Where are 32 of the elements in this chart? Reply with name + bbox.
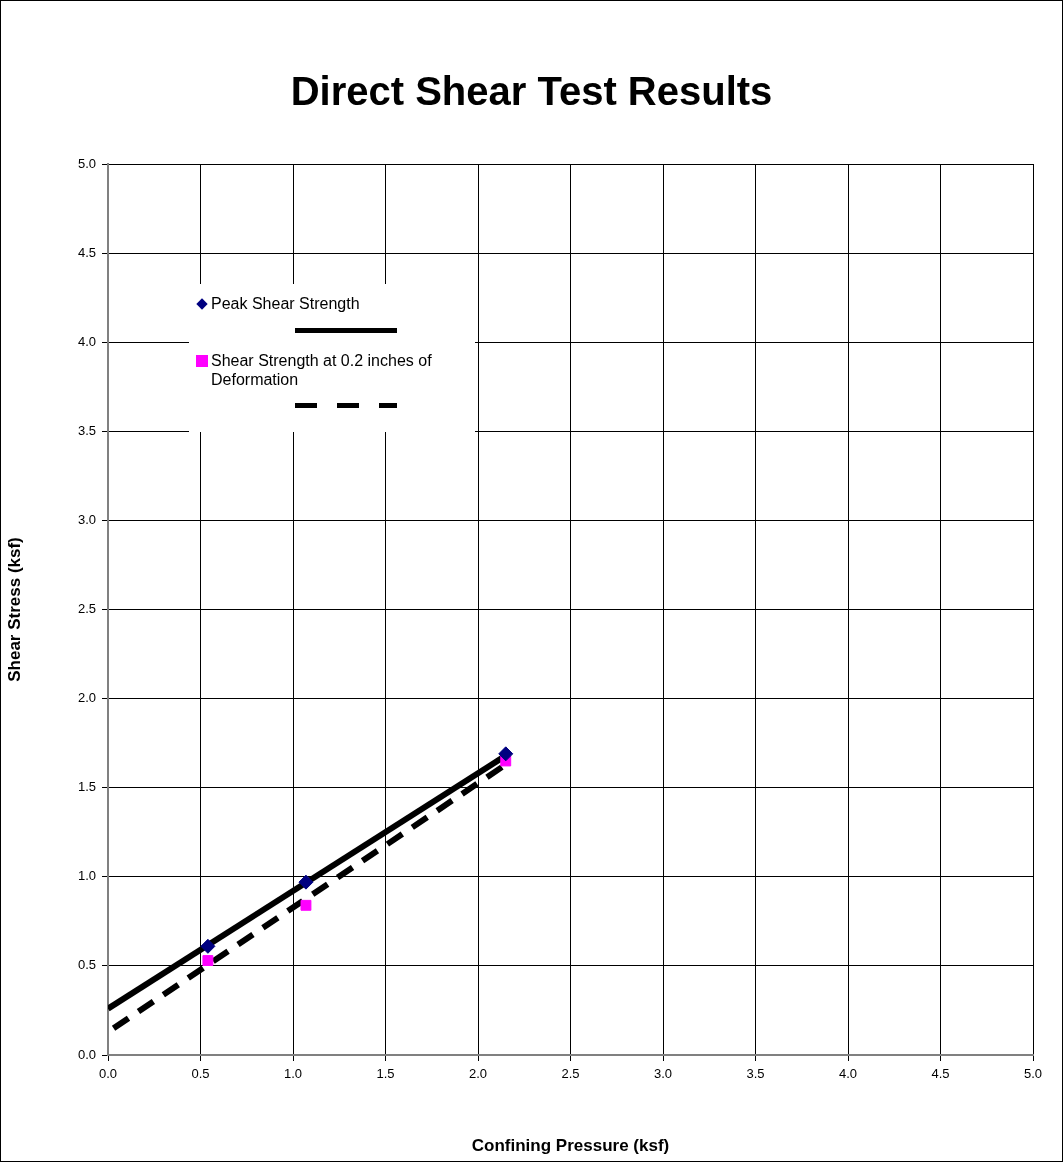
y-tick-label: 4.0 — [77, 333, 96, 349]
x-tick-label: 1.5 — [376, 1066, 395, 1082]
x-tick-label: 3.5 — [746, 1066, 765, 1082]
x-tick-label: 0.0 — [98, 1066, 118, 1082]
y-tick-label: 5.0 — [77, 155, 96, 171]
point — [200, 938, 216, 954]
y-tick-label: 1.5 — [77, 779, 96, 795]
legend-label: Shear Strength at 0.2 inches of Deformation — [211, 351, 433, 389]
point — [300, 899, 312, 911]
y-tick-label: 3.0 — [77, 511, 96, 527]
x-tick-label: 2.0 — [468, 1066, 488, 1082]
x-tick-label: 0.5 — [191, 1066, 210, 1082]
y-tick-label: 2.0 — [77, 690, 96, 706]
point — [298, 874, 314, 890]
x-tick-label: 1.0 — [283, 1066, 303, 1082]
legend-label: Peak Shear Strength — [211, 294, 360, 313]
x-tick-label: 3.0 — [653, 1066, 673, 1082]
point — [202, 955, 214, 966]
y-tick-label: 0.5 — [77, 957, 96, 973]
x-tick-label: 5.0 — [1023, 1066, 1043, 1082]
x-tick-label: 4.0 — [838, 1066, 858, 1082]
chart-title: Direct Shear Test Results — [289, 69, 774, 114]
x-axis-title: Confining Pressure (ksf) — [471, 1136, 670, 1156]
x-tick-label: 2.5 — [561, 1066, 580, 1082]
x-tick-label: 4.5 — [931, 1066, 950, 1082]
y-tick-label: 4.5 — [77, 244, 96, 260]
y-tick-label: 3.5 — [77, 422, 96, 438]
point — [498, 746, 514, 762]
y-tick-label: 2.5 — [77, 601, 96, 617]
y-tick-label: 1.0 — [77, 868, 96, 884]
y-tick-label: 0.0 — [77, 1046, 96, 1062]
y-axis-title: Shear Stress (ksf) — [4, 537, 24, 682]
